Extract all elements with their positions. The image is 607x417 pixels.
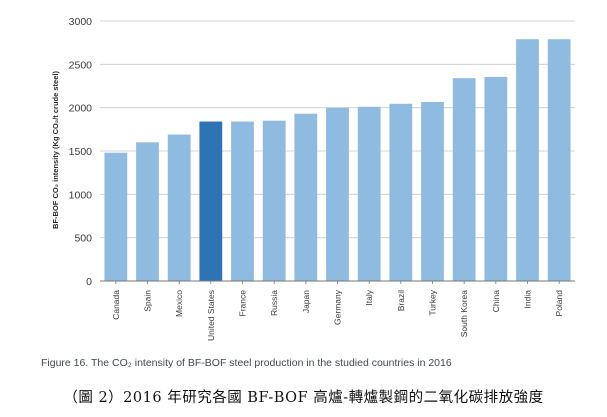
bar-japan bbox=[294, 113, 318, 281]
y-tick-label: 2000 bbox=[69, 103, 93, 115]
y-tick-label: 1000 bbox=[69, 189, 93, 201]
y-axis-title: BF-BOF CO₂ intensity (Kg CO₂/t crude ste… bbox=[51, 71, 60, 229]
bar-canada bbox=[104, 152, 128, 281]
x-tick-label: Canada bbox=[111, 290, 121, 320]
bar-france bbox=[231, 121, 254, 282]
bar-italy bbox=[357, 106, 381, 281]
axes: 0 500 1000 1500 2000 2500 3000 Canada Spain Mexic… bbox=[69, 16, 575, 341]
y-tick-label: 1500 bbox=[69, 146, 93, 158]
x-tick-label: India bbox=[523, 290, 533, 309]
y-tick-label: 500 bbox=[74, 233, 92, 245]
y-tick-label: 3000 bbox=[69, 16, 93, 28]
x-tick-label: Italy bbox=[364, 289, 374, 305]
bar-south-korea bbox=[452, 78, 476, 281]
x-tick-label: Germany bbox=[333, 289, 343, 325]
x-tick-label: South Korea bbox=[459, 290, 469, 338]
bar-chart: 0 500 1000 1500 2000 2500 3000 Canada Spain Mexic… bbox=[51, 16, 575, 341]
bar-india bbox=[516, 39, 539, 282]
x-tick-label: United States bbox=[206, 290, 216, 341]
x-tick-label: Russia bbox=[269, 290, 279, 316]
bar-mexico bbox=[167, 134, 191, 281]
x-tick-label: Japan bbox=[301, 290, 311, 313]
x-tick-label: France bbox=[238, 290, 248, 317]
x-tick-label: Turkey bbox=[428, 289, 438, 315]
y-tick-label: 0 bbox=[86, 276, 92, 288]
bar-turkey bbox=[421, 102, 444, 282]
y-tick-label: 2500 bbox=[69, 59, 93, 71]
bar-spain bbox=[136, 142, 159, 281]
bar-united-states bbox=[199, 121, 223, 282]
bar-poland bbox=[547, 39, 571, 282]
bars bbox=[104, 39, 571, 282]
x-tick-label: Mexico bbox=[174, 290, 184, 317]
chinese-caption: （圖 2）2016 年研究各國 BF-BOF 高爐-轉爐製鋼的二氧化碳排放強度 bbox=[63, 390, 544, 406]
bar-china bbox=[484, 76, 508, 282]
x-tick-label: Spain bbox=[143, 290, 153, 312]
x-tick-label: China bbox=[491, 290, 501, 312]
figure-caption: Figure 16. The CO₂ intensity of BF-BOF s… bbox=[41, 357, 452, 369]
bar-germany bbox=[326, 107, 349, 282]
x-tick-label: Poland bbox=[554, 290, 564, 317]
x-tick-label: Brazil bbox=[396, 290, 406, 311]
bar-brazil bbox=[389, 103, 413, 282]
bar-russia bbox=[262, 120, 286, 282]
